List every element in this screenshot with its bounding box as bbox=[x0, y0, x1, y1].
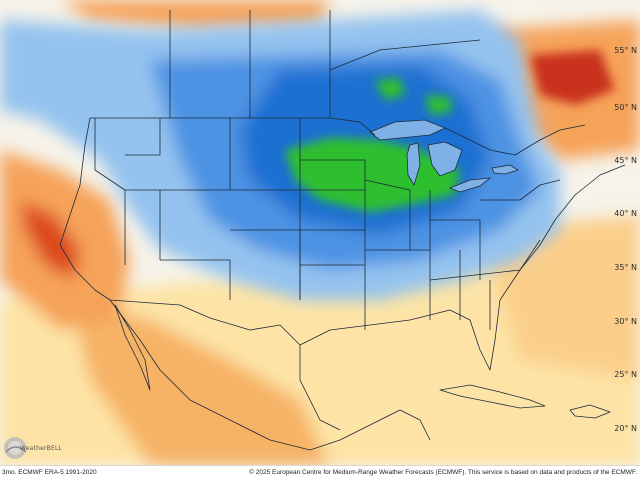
latitude-label-30n: 30° N bbox=[614, 317, 637, 326]
data-source-label: 3mo. ECMWF ERA-5 1991-2020 bbox=[2, 469, 97, 476]
copyright-notice: © 2025 European Centre for Medium-Range … bbox=[249, 469, 637, 476]
latitude-label-20n: 20° N bbox=[614, 424, 637, 433]
weatherbell-logo-icon bbox=[4, 437, 27, 459]
logo-text: WeatherBELL bbox=[20, 445, 63, 452]
weatherbell-logo: WeatherBELL bbox=[2, 434, 63, 462]
latitude-label-55n: 55° N bbox=[614, 46, 637, 55]
state-lines-east bbox=[429, 179, 561, 330]
map-footer: 3mo. ECMWF ERA-5 1991-2020 © 2025 Europe… bbox=[0, 465, 640, 480]
hot-anomaly-north bbox=[60, 0, 330, 30]
gulf-coast bbox=[299, 164, 626, 371]
latitude-label-50n: 50° N bbox=[614, 103, 637, 112]
latitude-label-40n: 40° N bbox=[614, 209, 637, 218]
hispaniola-outline bbox=[569, 404, 611, 419]
lake-huron bbox=[427, 141, 463, 177]
latitude-label-35n: 35° N bbox=[614, 263, 637, 272]
political-boundaries bbox=[59, 10, 626, 451]
temperature-anomaly-map bbox=[0, 0, 640, 466]
great-lakes bbox=[369, 119, 519, 193]
us-mexico-border bbox=[109, 299, 301, 346]
hot-anomaly-mexico bbox=[70, 300, 330, 466]
extreme-cold-anomaly-north-2 bbox=[425, 95, 452, 115]
state-lines-west bbox=[94, 118, 301, 300]
canada-province-lines bbox=[169, 10, 481, 118]
lake-erie bbox=[448, 177, 492, 193]
state-lines-central bbox=[299, 118, 431, 330]
latitude-label-25n: 25° N bbox=[614, 370, 637, 379]
extreme-cold-anomaly-north bbox=[375, 78, 405, 100]
mexico-outline bbox=[109, 299, 431, 451]
us-west-coast bbox=[59, 117, 111, 301]
cuba-outline bbox=[439, 384, 546, 409]
very-hot-anomaly-california bbox=[20, 200, 80, 280]
very-hot-core-northeast bbox=[530, 50, 615, 105]
baja-california bbox=[114, 304, 151, 391]
lake-ontario bbox=[491, 164, 519, 175]
lake-superior bbox=[369, 119, 447, 141]
lake-michigan bbox=[406, 142, 421, 186]
latitude-label-45n: 45° N bbox=[614, 156, 637, 165]
